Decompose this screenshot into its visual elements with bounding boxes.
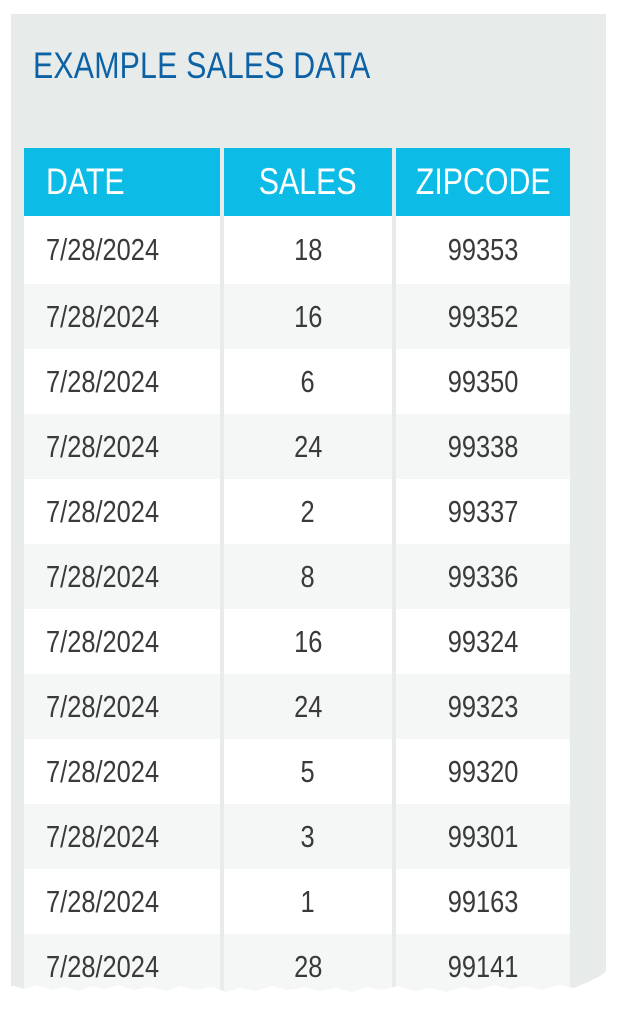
cell-zipcode: 99323: [396, 674, 570, 739]
table-row: 7/28/2024 2 99337: [24, 479, 570, 544]
cell-sales: 18: [224, 216, 392, 284]
table-row: 7/28/2024 16 99352: [24, 284, 570, 349]
cell-sales: 3: [224, 804, 392, 869]
cell-sales: 24: [224, 674, 392, 739]
page-title: EXAMPLE SALES DATA: [33, 45, 371, 86]
cell-zipcode: 99320: [396, 739, 570, 804]
table-row: 7/28/2024 6 99350: [24, 349, 570, 414]
sales-table: DATE SALES ZIPCODE 7/28/2024 18 99353 7/28/…: [20, 148, 574, 999]
table-row: 7/28/2024 16 99324: [24, 609, 570, 674]
table-row: 7/28/2024 24 99323: [24, 674, 570, 739]
cell-zipcode: 99350: [396, 349, 570, 414]
cell-date: 7/28/2024: [24, 804, 220, 869]
cell-date: 7/28/2024: [24, 544, 220, 609]
table-row: 7/28/2024 8 99336: [24, 544, 570, 609]
table-body: 7/28/2024 18 99353 7/28/2024 16 99352 7/28/202…: [24, 216, 570, 999]
cell-date: 7/28/2024: [24, 479, 220, 544]
cell-zipcode: 99352: [396, 284, 570, 349]
torn-page-edge: [0, 966, 622, 1012]
column-header-date: DATE: [24, 148, 220, 216]
cell-sales: 6: [224, 349, 392, 414]
column-header-zipcode: ZIPCODE: [396, 148, 570, 216]
table-row: 7/28/2024 28 99141: [24, 934, 570, 999]
cell-zipcode: 99141: [396, 934, 570, 999]
table-row: 7/28/2024 3 99301: [24, 804, 570, 869]
table-row: 7/28/2024 5 99320: [24, 739, 570, 804]
table-row: 7/28/2024 18 99353: [24, 216, 570, 284]
cell-sales: 8: [224, 544, 392, 609]
cell-date: 7/28/2024: [24, 674, 220, 739]
cell-date: 7/28/2024: [24, 609, 220, 674]
cell-zipcode: 99353: [396, 216, 570, 284]
cell-sales: 16: [224, 609, 392, 674]
cell-sales: 16: [224, 284, 392, 349]
table-row: 7/28/2024 24 99338: [24, 414, 570, 479]
cell-zipcode: 99336: [396, 544, 570, 609]
cell-date: 7/28/2024: [24, 216, 220, 284]
cell-date: 7/28/2024: [24, 739, 220, 804]
cell-sales: 1: [224, 869, 392, 934]
cell-date: 7/28/2024: [24, 349, 220, 414]
cell-date: 7/28/2024: [24, 869, 220, 934]
cell-zipcode: 99338: [396, 414, 570, 479]
column-header-sales: SALES: [224, 148, 392, 216]
header-row: DATE SALES ZIPCODE: [24, 148, 570, 216]
cell-zipcode: 99324: [396, 609, 570, 674]
cell-zipcode: 99337: [396, 479, 570, 544]
table-header: DATE SALES ZIPCODE: [24, 148, 570, 216]
cell-sales: 5: [224, 739, 392, 804]
cell-sales: 24: [224, 414, 392, 479]
table-row: 7/28/2024 1 99163: [24, 869, 570, 934]
cell-zipcode: 99301: [396, 804, 570, 869]
cell-date: 7/28/2024: [24, 414, 220, 479]
cell-zipcode: 99163: [396, 869, 570, 934]
cell-sales: 2: [224, 479, 392, 544]
cell-date: 7/28/2024: [24, 284, 220, 349]
